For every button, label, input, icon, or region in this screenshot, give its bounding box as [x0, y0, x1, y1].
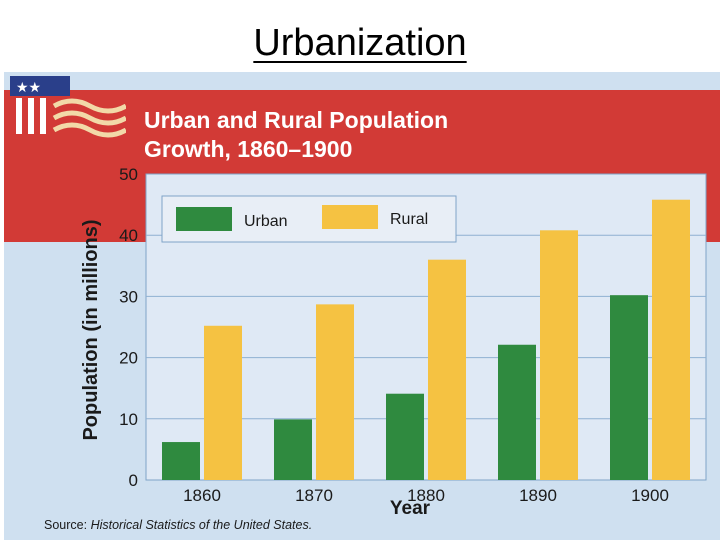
svg-text:★★: ★★	[16, 80, 41, 96]
x-tick-label-1900: 1900	[631, 486, 669, 505]
chart-title-line-1: Urban and Rural Population	[144, 107, 449, 133]
x-tick-label-1890: 1890	[519, 486, 557, 505]
x-tick-label-1870: 1870	[295, 486, 333, 505]
y-tick-label-20: 20	[119, 349, 138, 368]
bar-urban-1860	[162, 442, 200, 480]
y-tick-label-10: 10	[119, 410, 138, 429]
legend-label-rural: Rural	[390, 211, 428, 228]
bar-rural-1860	[204, 325, 242, 480]
legend: Urban Rural	[161, 195, 457, 243]
bar-urban-1880	[386, 393, 424, 480]
x-axis-label: Year	[390, 498, 431, 519]
flag-emblem-icon: ★★	[10, 76, 126, 138]
legend-swatch-urban	[176, 207, 232, 231]
x-tick-label-1880: 1880	[407, 486, 445, 505]
bar-urban-1870	[274, 419, 312, 480]
legend-label-urban: Urban	[244, 213, 288, 230]
y-tick-label-40: 40	[119, 226, 138, 245]
slide-title-text: Urbanization	[253, 22, 467, 64]
bar-urban-1900	[610, 295, 648, 480]
bar-rural-1890	[540, 230, 578, 480]
slide-title: Urbanization	[0, 22, 720, 65]
bar-rural-1880	[428, 259, 466, 480]
source-label: Source:	[44, 518, 88, 532]
bar-rural-1900	[652, 199, 690, 481]
source-note: Source: Historical Statistics of the Uni…	[44, 518, 312, 532]
y-tick-label-0: 0	[129, 471, 138, 490]
bar-urban-1890	[498, 344, 536, 480]
bar-rural-1870	[316, 304, 354, 480]
chart-title: Urban and Rural Population Growth, 1860–…	[144, 106, 448, 164]
legend-swatch-rural	[322, 205, 378, 229]
y-axis-label: Population (in millions)	[80, 219, 102, 440]
chart-title-line-2: Growth, 1860–1900	[144, 136, 353, 162]
y-tick-label-30: 30	[119, 287, 138, 306]
y-tick-label-50: 50	[119, 165, 138, 184]
source-text: Historical Statistics of the United Stat…	[90, 518, 313, 532]
x-tick-label-1860: 1860	[183, 486, 221, 505]
